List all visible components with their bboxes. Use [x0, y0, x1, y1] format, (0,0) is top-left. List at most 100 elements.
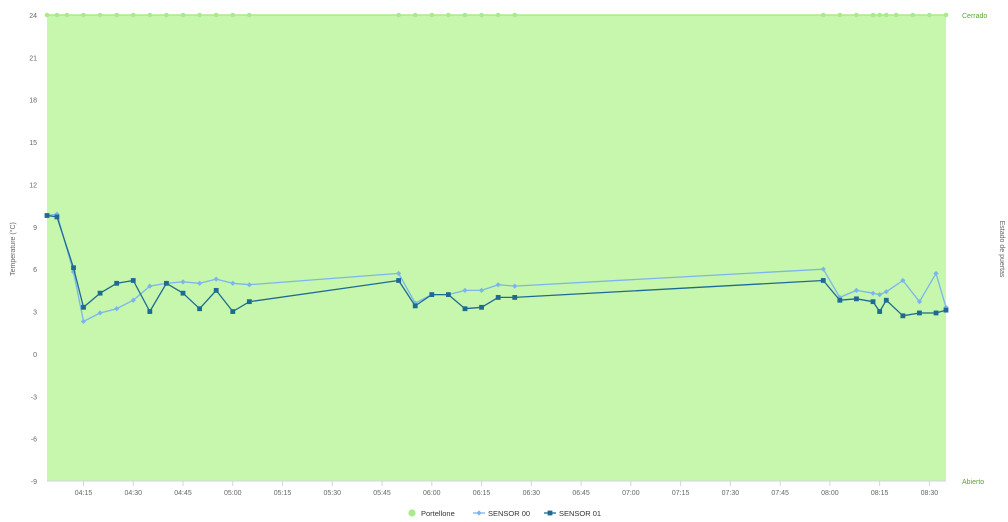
data-point-sensor-00[interactable] — [820, 266, 826, 272]
data-point-sensor-01[interactable] — [479, 304, 484, 310]
data-point-sensor-00[interactable] — [462, 287, 468, 293]
x-axis: 04:15 04:30 04:45 05:00 05:15 05:30 05:45 06:00… — [47, 480, 946, 497]
data-point-sensor-00[interactable] — [80, 318, 87, 325]
y-axis-right: Cerrado Abierto — [962, 13, 987, 486]
door-state-marker[interactable] — [943, 12, 949, 18]
door-state-marker[interactable] — [512, 12, 518, 18]
legend-label: SENSOR 01 — [559, 509, 601, 518]
door-state-marker[interactable] — [247, 12, 252, 18]
data-point-sensor-00[interactable] — [883, 289, 889, 295]
data-point-sensor-01[interactable] — [180, 290, 186, 296]
door-state-marker[interactable] — [164, 12, 169, 18]
data-point-sensor-00[interactable] — [853, 287, 860, 293]
data-point-sensor-00[interactable] — [213, 276, 219, 282]
data-point-sensor-00[interactable] — [97, 310, 103, 316]
door-state-marker[interactable] — [97, 12, 103, 18]
door-state-marker[interactable] — [883, 12, 889, 18]
data-point-sensor-00[interactable] — [870, 290, 876, 296]
data-point-sensor-00[interactable] — [147, 283, 153, 289]
data-point-sensor-01[interactable] — [44, 213, 50, 218]
door-state-marker[interactable] — [81, 12, 86, 18]
x-tick-label: 07:15 — [672, 490, 690, 497]
y-tick-label: 3 — [33, 310, 37, 317]
data-point-sensor-01[interactable] — [81, 304, 86, 310]
data-point-sensor-01[interactable] — [445, 292, 451, 297]
x-tick-label: 08:30 — [921, 490, 939, 497]
data-point-sensor-01[interactable] — [164, 280, 169, 286]
data-point-sensor-01[interactable] — [854, 296, 859, 302]
y-tick-label: 24 — [29, 13, 37, 20]
door-state-marker[interactable] — [230, 12, 236, 18]
data-point-sensor-00[interactable] — [478, 287, 485, 293]
data-point-sensor-00[interactable] — [877, 292, 883, 298]
data-point-sensor-01[interactable] — [837, 297, 843, 303]
data-point-sensor-01[interactable] — [114, 280, 120, 286]
door-state-marker[interactable] — [854, 12, 859, 18]
legend-symbol-portellone[interactable] — [408, 509, 416, 517]
door-state-marker[interactable] — [462, 12, 468, 18]
data-point-sensor-00[interactable] — [396, 270, 402, 277]
data-point-sensor-00[interactable] — [933, 270, 939, 277]
data-point-sensor-00[interactable] — [230, 280, 236, 286]
data-point-sensor-01[interactable] — [54, 214, 60, 220]
data-point-sensor-00[interactable] — [900, 277, 906, 284]
data-point-sensor-01[interactable] — [230, 309, 236, 314]
door-state-marker[interactable] — [893, 12, 899, 18]
data-point-sensor-00[interactable] — [246, 282, 252, 288]
data-point-sensor-01[interactable] — [213, 287, 219, 293]
door-state-marker[interactable] — [54, 12, 60, 18]
data-point-sensor-01[interactable] — [97, 290, 103, 296]
door-state-marker[interactable] — [927, 12, 932, 18]
data-point-sensor-01[interactable] — [197, 306, 202, 312]
door-state-marker[interactable] — [147, 12, 153, 18]
data-point-sensor-00[interactable] — [495, 282, 501, 288]
data-point-sensor-01[interactable] — [512, 295, 518, 300]
door-state-marker[interactable] — [44, 12, 50, 18]
data-point-sensor-00[interactable] — [130, 297, 136, 303]
data-point-sensor-00[interactable] — [180, 279, 186, 285]
data-point-sensor-01[interactable] — [462, 306, 468, 312]
data-point-sensor-01[interactable] — [943, 307, 949, 313]
data-point-sensor-01[interactable] — [429, 292, 435, 297]
y-tick-label: -3 — [31, 394, 37, 401]
door-state-marker[interactable] — [130, 12, 136, 18]
data-point-sensor-01[interactable] — [883, 297, 889, 303]
legend-symbol-sensor-01[interactable] — [547, 510, 553, 516]
data-point-sensor-01[interactable] — [877, 309, 883, 314]
door-state-marker[interactable] — [870, 12, 876, 18]
door-state-marker[interactable] — [213, 12, 219, 18]
data-point-sensor-01[interactable] — [71, 265, 76, 271]
data-point-sensor-00[interactable] — [114, 306, 120, 312]
data-point-sensor-01[interactable] — [246, 299, 252, 305]
door-state-marker[interactable] — [877, 12, 882, 18]
data-point-sensor-01[interactable] — [917, 310, 922, 316]
data-point-sensor-01[interactable] — [870, 299, 876, 305]
data-point-sensor-01[interactable] — [900, 313, 906, 319]
door-state-marker[interactable] — [64, 12, 70, 18]
door-state-marker[interactable] — [114, 12, 119, 18]
door-state-marker[interactable] — [396, 12, 401, 18]
data-point-sensor-01[interactable] — [147, 309, 153, 314]
door-state-marker[interactable] — [820, 12, 826, 18]
door-state-marker[interactable] — [837, 12, 843, 18]
x-tick-label: 07:00 — [622, 490, 640, 497]
data-point-sensor-01[interactable] — [933, 310, 939, 316]
door-state-marker[interactable] — [479, 12, 484, 18]
data-point-sensor-00[interactable] — [512, 283, 518, 289]
legend-symbol-sensor-00[interactable] — [476, 510, 482, 516]
data-point-sensor-00[interactable] — [196, 280, 203, 286]
data-point-sensor-00[interactable] — [916, 299, 923, 305]
door-state-marker[interactable] — [412, 12, 418, 18]
y2-tick-cerrado: Cerrado — [962, 13, 987, 20]
data-point-sensor-01[interactable] — [130, 278, 136, 283]
data-point-sensor-01[interactable] — [412, 303, 418, 309]
door-state-marker[interactable] — [446, 12, 451, 18]
door-state-marker[interactable] — [197, 12, 202, 18]
door-state-marker[interactable] — [910, 12, 916, 18]
data-point-sensor-01[interactable] — [396, 278, 402, 283]
door-state-marker[interactable] — [495, 12, 501, 18]
data-point-sensor-01[interactable] — [495, 295, 501, 300]
door-state-marker[interactable] — [429, 12, 435, 18]
data-point-sensor-01[interactable] — [820, 278, 826, 283]
door-state-marker[interactable] — [180, 12, 186, 18]
